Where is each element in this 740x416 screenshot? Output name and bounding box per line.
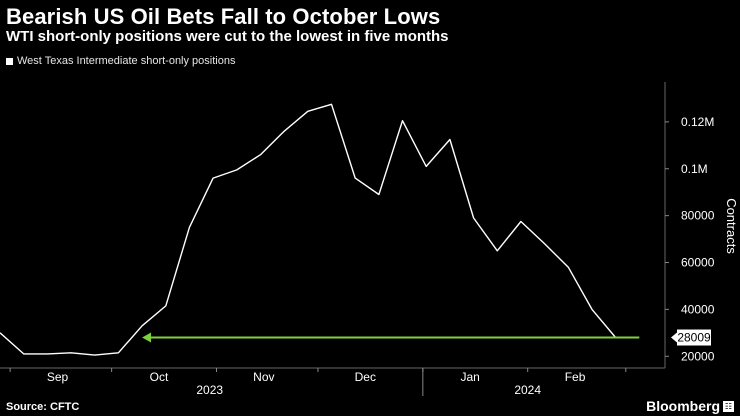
x-tick-label: Sep (47, 370, 69, 384)
x-tick-label: Nov (253, 370, 274, 384)
x-tick-label: Feb (565, 370, 586, 384)
value-label-box (677, 329, 711, 346)
y-tick-label: 80000 (681, 209, 715, 223)
x-tick-label: Jan (461, 370, 480, 384)
x-year-label: 2024 (514, 383, 541, 397)
source-note: Source: CFTC (6, 401, 80, 413)
x-year-label: 2023 (196, 383, 223, 397)
series-line (0, 103, 617, 356)
y-tick-label: 0.12M (681, 115, 714, 129)
x-tick-label: Oct (150, 370, 169, 384)
y-tick-label: 20000 (681, 349, 715, 363)
legend-swatch (6, 57, 13, 65)
bloomberg-logo: Bloomberg (646, 398, 720, 414)
legend-label: West Texas Intermediate short-only posit… (17, 55, 236, 67)
y-tick-label: 0.1M (681, 162, 708, 176)
chart-title: Bearish US Oil Bets Fall to October Lows (6, 4, 441, 29)
y-tick-label: 40000 (681, 302, 715, 316)
legend: West Texas Intermediate short-only posit… (6, 55, 235, 67)
brand-badge-icon: ☷ (723, 401, 734, 412)
y-tick-label: 60000 (681, 256, 715, 270)
value-label-pointer (671, 332, 677, 343)
value-label: 28009 (677, 331, 711, 345)
chart-subtitle: WTI short-only positions were cut to the… (6, 28, 449, 45)
annotation-arrowhead (142, 332, 152, 343)
x-tick-label: Dec (355, 370, 376, 384)
y-axis-title: Contracts (724, 198, 739, 254)
